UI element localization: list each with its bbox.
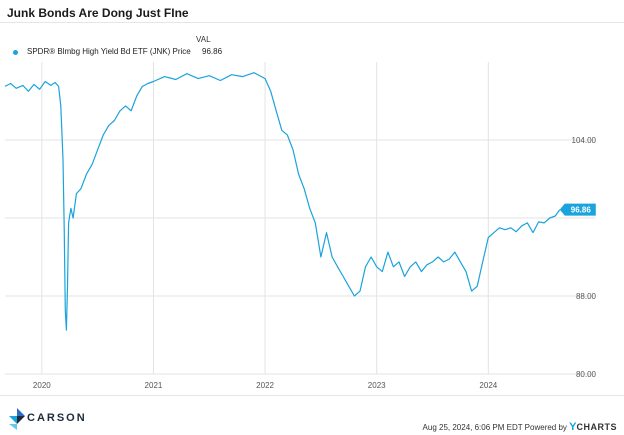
- x-tick-label: 2022: [256, 381, 274, 390]
- title-divider: [0, 22, 624, 23]
- line-chart: 80.00 88.00 104.00 2020 2021 2022 2023 2024 96.8…: [4, 62, 597, 390]
- ycharts-logo-y: Y: [569, 421, 577, 433]
- y-tick-label: 80.00: [576, 370, 597, 379]
- x-tick-label: 2020: [33, 381, 51, 390]
- legend-header: VAL: [196, 35, 211, 44]
- x-tick-label: 2023: [368, 381, 386, 390]
- legend-series-value: 96.86: [202, 47, 223, 56]
- ycharts-logo-text: CHARTS: [576, 422, 617, 432]
- end-value-label: 96.86: [571, 206, 592, 215]
- footer-divider: [0, 395, 624, 396]
- chart-title: Junk Bonds Are Dong Just FIne: [7, 6, 189, 20]
- y-tick-label: 104.00: [572, 136, 597, 145]
- legend-marker-dot: [13, 50, 18, 55]
- x-tick-label: 2024: [479, 381, 497, 390]
- carson-logo-text: CARSON: [27, 412, 87, 424]
- x-tick-label: 2021: [145, 381, 163, 390]
- credit-timestamp: Aug 25, 2024, 6:06 PM EDT Powered by: [422, 423, 570, 432]
- footer-credit: Aug 25, 2024, 6:06 PM EDT Powered by YCH…: [423, 421, 617, 433]
- y-tick-label: 88.00: [576, 292, 597, 301]
- carson-logo-icon: [9, 408, 25, 430]
- series-line: [4, 72, 561, 331]
- end-value-tag: [559, 203, 596, 216]
- legend-series-label: SPDR® Blmbg High Yield Bd ETF (JNK) Pric…: [27, 47, 191, 56]
- legend-entry[interactable]: SPDR® Blmbg High Yield Bd ETF (JNK) Pric…: [13, 47, 222, 59]
